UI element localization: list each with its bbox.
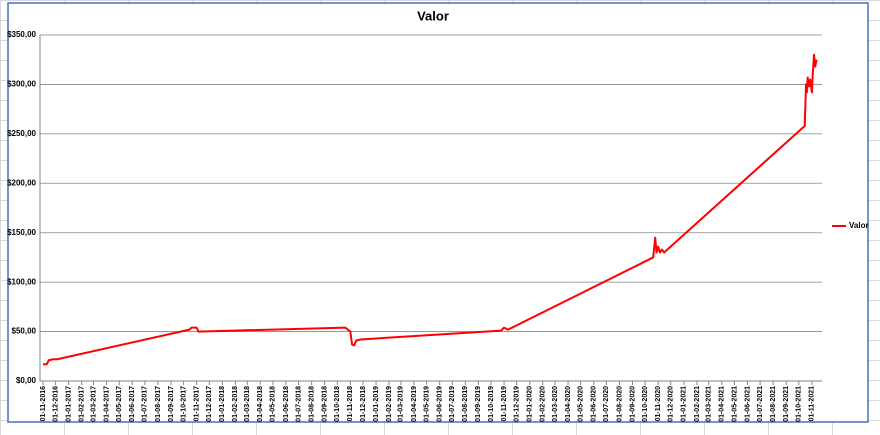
x-tick-label: 01-04-2018 [257,386,264,422]
x-tick-label: 01-01-2020 [527,386,534,422]
x-tick-label: 01-12-2019 [514,386,521,422]
axes: $0,00 $50,00 $100,00 $150,00 $200,00 $250,00 $… [7,30,822,422]
x-tick-label: 01-02-2017 [79,386,86,422]
x-tick-label: 01-03-2017 [90,386,97,422]
x-tick-label: 01-09-2019 [475,386,482,422]
x-tick-label: 01-02-2019 [386,386,393,422]
x-tick-label: 01-04-2019 [411,386,418,422]
x-tick-label: 01-04-2017 [103,386,110,422]
x-tick-label: 01-07-2021 [757,386,764,422]
x-tick-label: 01-05-2019 [423,386,430,422]
plot [42,53,818,366]
x-tick-label: 01-10-2019 [488,386,495,422]
x-tick-label: 01-10-2021 [796,386,803,422]
x-tick-label: 01-12-2017 [206,386,213,422]
x-tick-label: 01-02-2020 [540,386,547,422]
x-tick-label: 01-03-2021 [706,386,713,422]
x-tick-label: 01-08-2017 [155,386,162,422]
chart-frame [7,2,869,423]
x-tick-label: 01-05-2018 [270,386,277,422]
y-tick-label: $250,00 [7,129,36,138]
y-tick-label: $150,00 [7,228,36,237]
y-tick-label: $300,00 [7,80,36,89]
x-tick-label: 01-05-2020 [578,386,585,422]
x-tick-label: 01-12-2018 [360,386,367,422]
x-tick-label: 01-06-2020 [591,386,598,422]
x-tick-label: 01-07-2018 [295,386,302,422]
y-tick-label: $200,00 [7,178,36,187]
x-tick-label: 01-08-2019 [462,386,469,422]
x-tick-label: 01-11-2017 [193,386,200,422]
chart-title: Valor [417,8,449,23]
x-tick-label: 01-03-2020 [552,386,559,422]
x-tick-label: 01-03-2018 [244,386,251,422]
x-tick-label: 01-07-2017 [142,386,149,422]
x-tick-label: 01-12-2020 [668,386,675,422]
legend: Valor [832,221,869,230]
x-tick-label: 01-11-2018 [347,386,354,422]
data-line [42,53,818,366]
x-tick-label: 01-02-2018 [232,386,239,422]
x-tick-label: 01-08-2018 [308,386,315,422]
x-tick-label: 01-07-2019 [449,386,456,422]
y-tick-label: $0,00 [16,376,37,385]
x-tick-label: 01-09-2018 [322,386,329,422]
x-tick-label: 01-09-2020 [629,386,636,422]
x-tick-label: 01-01-2019 [373,386,380,422]
legend-label: Valor [849,221,869,230]
x-tick-label: 01-10-2020 [642,386,649,422]
x-tick-label: 01-10-2018 [334,386,341,422]
x-tick-label: 01-11-2016 [40,386,47,422]
x-tick-label: 01-06-2019 [436,386,443,422]
grid [40,34,822,382]
x-tick-label: 01-03-2019 [398,386,405,422]
x-tick-label: 01-09-2021 [783,386,790,422]
x-tick-label: 01-01-2021 [681,386,688,422]
x-tick-label: 01-09-2017 [168,386,175,422]
x-tick-label: 01-01-2017 [65,386,72,422]
x-tick-label: 01-11-2019 [501,386,508,422]
x-tick-label: 01-12-2016 [52,386,59,422]
x-tick-label: 01-07-2020 [603,386,610,422]
x-tick-label: 01-05-2017 [116,386,123,422]
x-tick-label: 01-06-2021 [744,386,751,422]
y-tick-label: $350,00 [7,30,36,39]
x-tick-label: 01-06-2018 [283,386,290,422]
x-tick-label: 01-06-2017 [129,386,136,422]
x-tick-label: 01-05-2021 [731,386,738,422]
x-tick-label: 01-04-2021 [719,386,726,422]
x-tick-label: 01-01-2018 [219,386,226,422]
x-tick-label: 01-08-2020 [616,386,623,422]
x-tick-label: 01-10-2017 [180,386,187,422]
x-tick-label: 01-11-2021 [809,386,816,422]
x-tick-label: 01-04-2020 [565,386,572,422]
x-tick-label: 01-08-2021 [770,386,777,422]
x-tick-label: 01-11-2020 [655,386,662,422]
y-tick-label: $50,00 [12,327,37,336]
y-tick-label: $100,00 [7,277,36,286]
x-tick-label: 01-02-2021 [694,386,701,422]
